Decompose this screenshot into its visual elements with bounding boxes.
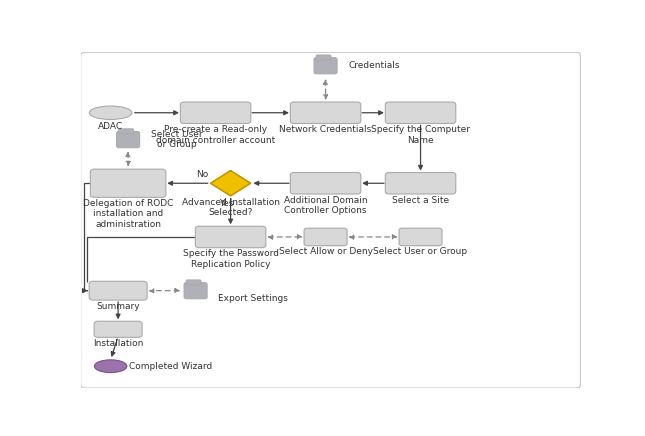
Text: Network Credentials: Network Credentials <box>279 125 372 134</box>
Text: Delegation of RODC
installation and
administration: Delegation of RODC installation and admi… <box>83 199 174 229</box>
FancyBboxPatch shape <box>94 321 142 337</box>
Text: Yes: Yes <box>219 199 233 208</box>
FancyBboxPatch shape <box>184 283 207 299</box>
FancyBboxPatch shape <box>399 228 442 246</box>
Text: Advanced Installation
Selected?: Advanced Installation Selected? <box>182 198 279 217</box>
Text: Select User or Group: Select User or Group <box>373 247 468 256</box>
Text: Pre-create a Read-only
domain controller account: Pre-create a Read-only domain controller… <box>156 125 275 145</box>
Polygon shape <box>210 170 250 196</box>
Text: Credentials: Credentials <box>348 61 399 70</box>
FancyBboxPatch shape <box>90 169 166 198</box>
Text: Completed Wizard: Completed Wizard <box>130 362 213 371</box>
FancyBboxPatch shape <box>290 102 361 123</box>
Ellipse shape <box>94 360 127 373</box>
Text: No: No <box>196 170 208 179</box>
FancyBboxPatch shape <box>316 55 331 60</box>
Text: Select Allow or Deny: Select Allow or Deny <box>279 247 373 256</box>
FancyBboxPatch shape <box>195 226 266 248</box>
Text: Select a Site: Select a Site <box>392 196 449 204</box>
Text: Additional Domain
Controller Options: Additional Domain Controller Options <box>284 196 368 215</box>
FancyBboxPatch shape <box>186 280 201 285</box>
FancyBboxPatch shape <box>117 132 139 148</box>
FancyBboxPatch shape <box>385 102 456 123</box>
FancyBboxPatch shape <box>304 228 347 246</box>
Text: ADAC: ADAC <box>98 122 123 131</box>
Text: Export Settings: Export Settings <box>218 294 288 303</box>
FancyBboxPatch shape <box>314 58 337 74</box>
Text: Specify the Password
Replication Policy: Specify the Password Replication Policy <box>183 249 279 269</box>
Text: Installation: Installation <box>93 339 143 348</box>
Text: Summary: Summary <box>96 302 140 311</box>
Ellipse shape <box>90 106 132 119</box>
Text: Select User
or Group: Select User or Group <box>151 130 203 149</box>
FancyBboxPatch shape <box>181 102 251 123</box>
Text: Specify the Computer
Name: Specify the Computer Name <box>371 125 470 145</box>
FancyBboxPatch shape <box>89 281 147 300</box>
FancyBboxPatch shape <box>290 173 361 194</box>
FancyBboxPatch shape <box>119 129 134 134</box>
FancyBboxPatch shape <box>385 173 456 194</box>
